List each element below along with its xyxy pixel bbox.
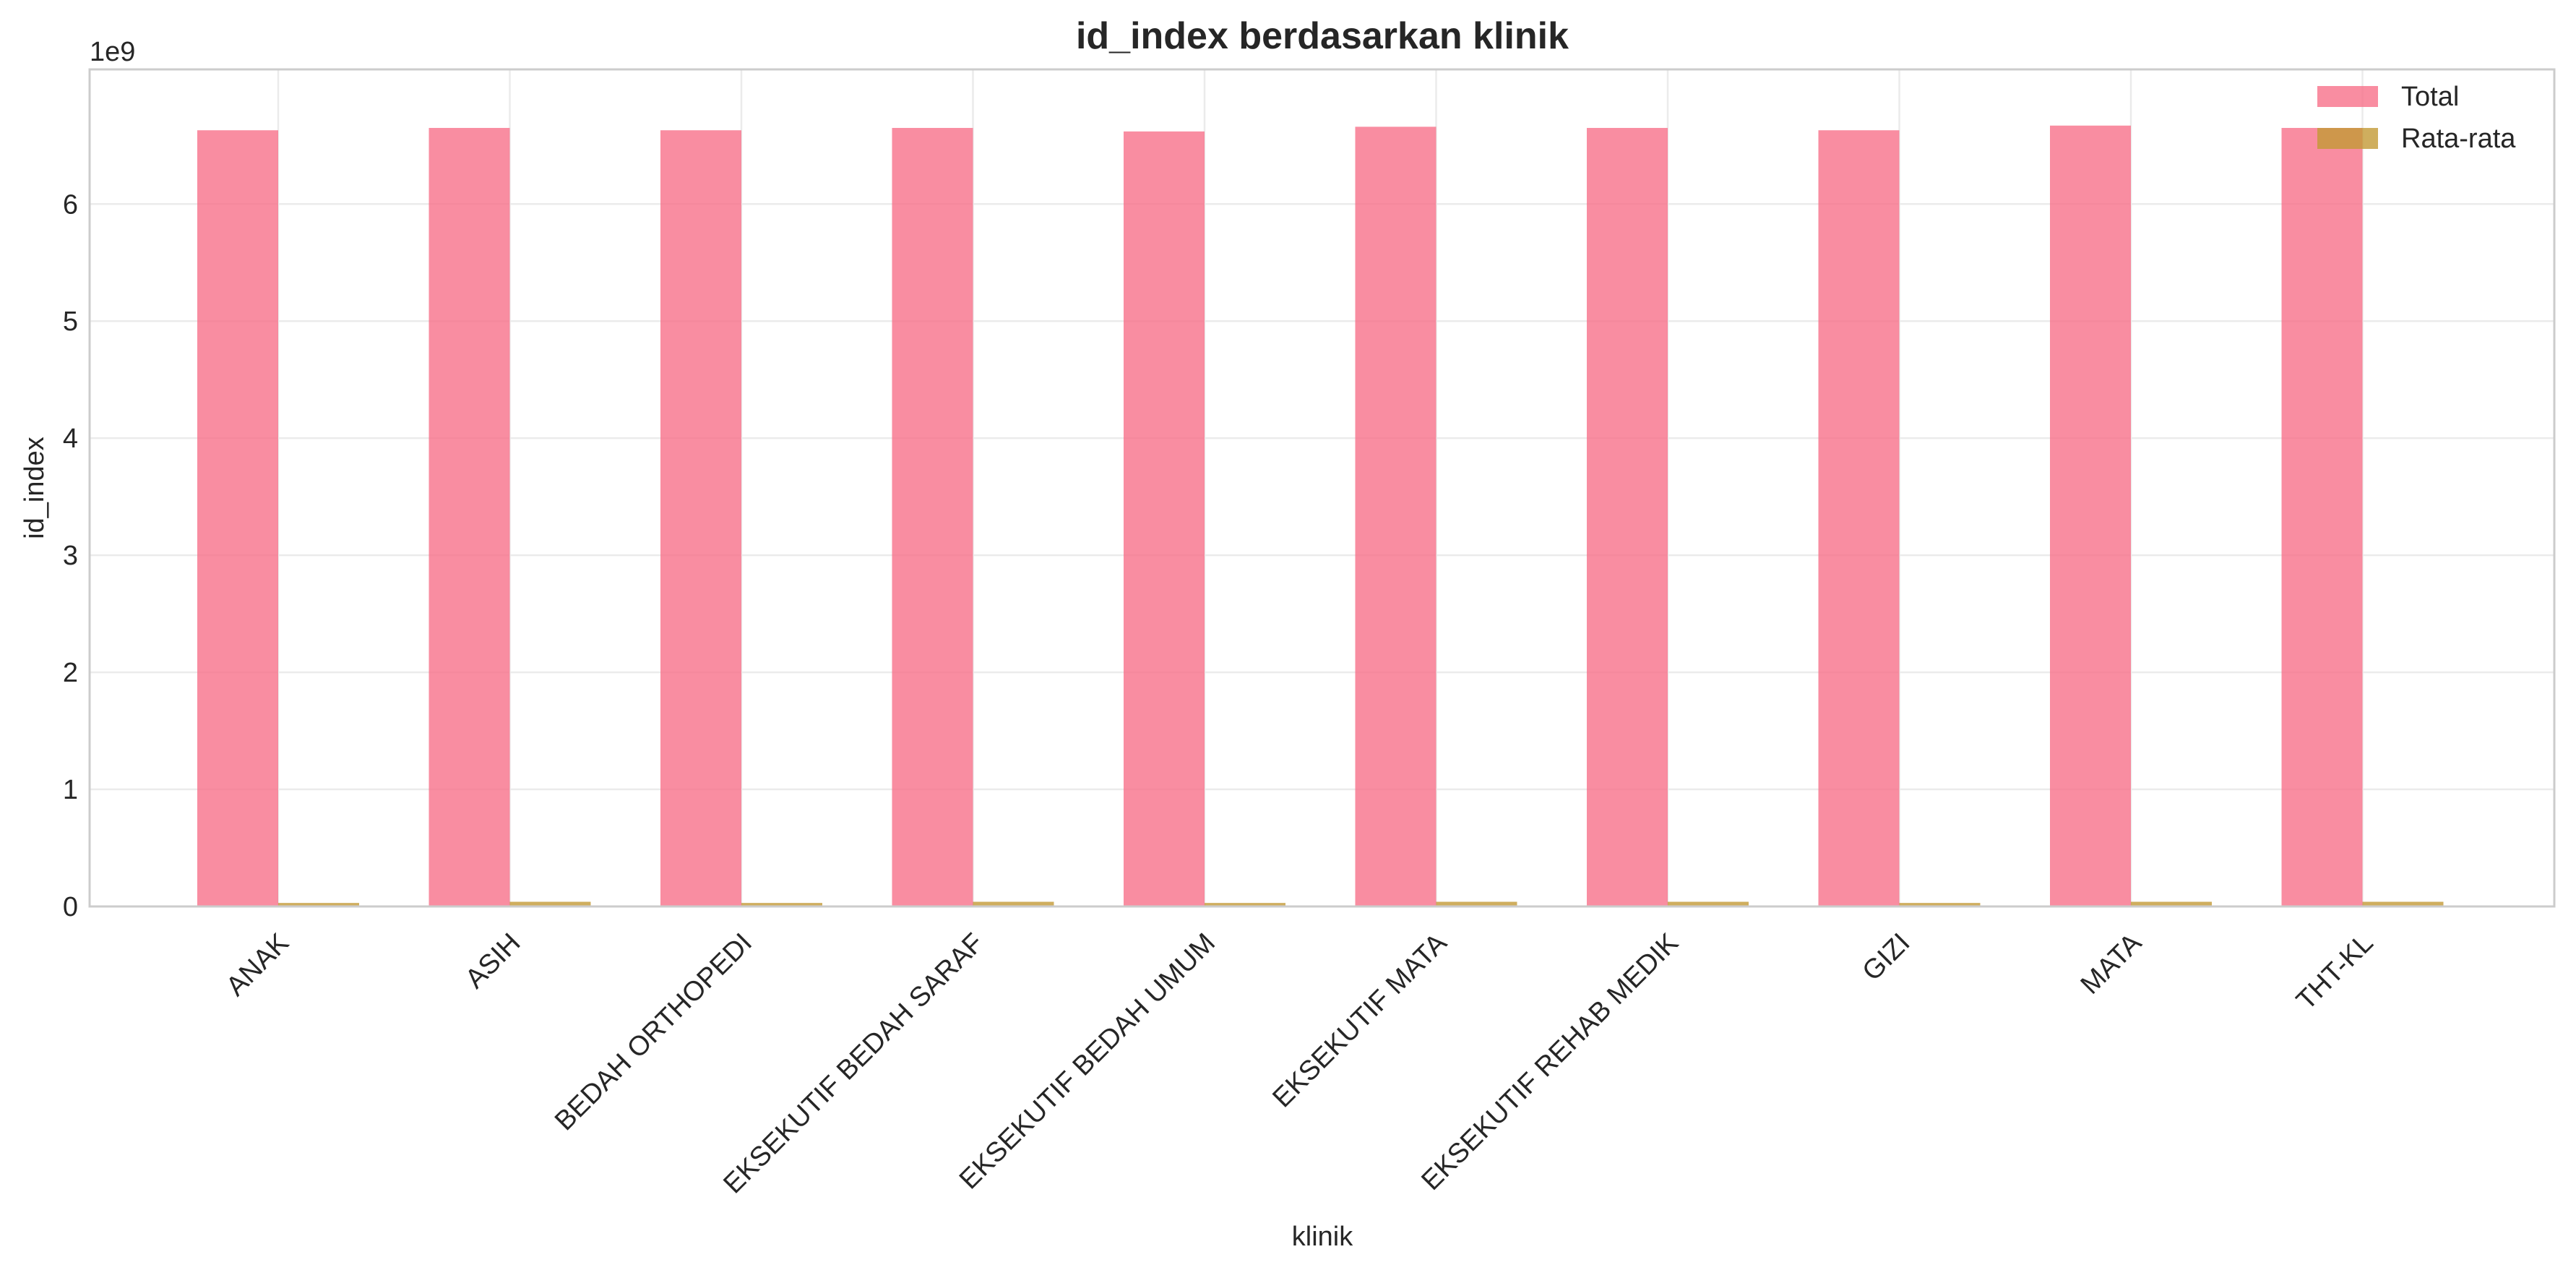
y-tick-label: 5 — [63, 306, 78, 337]
bar-total — [197, 130, 278, 907]
y-axis-label: id_index — [20, 437, 50, 539]
bar-rata-rata — [1899, 903, 1981, 906]
bar-rata-rata — [973, 901, 1054, 906]
bar-rata-rata — [278, 903, 359, 906]
bar-total — [660, 130, 741, 907]
bar-rata-rata — [2131, 901, 2212, 906]
x-tick-label: EKSEKUTIF BEDAH SARAF — [718, 927, 989, 1199]
legend: Total Rata-rata — [2317, 82, 2516, 154]
y-tick-label: 1 — [63, 775, 78, 805]
x-tick-label: GIZI — [1857, 927, 1916, 987]
y-tick-label: 2 — [63, 658, 78, 688]
bar-total — [428, 127, 510, 907]
bar-total — [892, 127, 973, 907]
bar-rata-rata — [1668, 901, 1749, 906]
plot-frame — [88, 68, 2556, 908]
y-axis-exponent: 1e9 — [90, 37, 135, 67]
bar-rata-rata — [1436, 901, 1517, 906]
y-tick-label: 0 — [63, 892, 78, 922]
legend-swatch — [2317, 86, 2378, 107]
bars — [197, 125, 2444, 907]
chart-title: id_index berdasarkan klinik — [1076, 15, 1569, 57]
bar-total — [2281, 127, 2363, 907]
x-tick-label: ASIH — [460, 927, 526, 994]
x-tick-label: EKSEKUTIF BEDAH UMUM — [954, 927, 1221, 1195]
y-tick-label: 3 — [63, 541, 78, 571]
bar-total — [1818, 130, 1900, 907]
x-tick-label: ANAK — [220, 927, 295, 1002]
bar-rata-rata — [1205, 903, 1285, 906]
bar-total — [1587, 127, 1668, 907]
x-tick-label: EKSEKUTIF REHAB MEDIK — [1416, 927, 1684, 1196]
legend-label: Rata-rata — [2401, 124, 2516, 154]
bar-rata-rata — [741, 903, 822, 906]
legend-swatch — [2317, 128, 2378, 149]
y-tick-label: 4 — [63, 424, 78, 454]
bar-rata-rata — [509, 901, 591, 906]
legend-label: Total — [2401, 82, 2459, 112]
x-tick-label: EKSEKUTIF MATA — [1267, 927, 1453, 1114]
y-axis-ticks: 0 1 2 3 4 5 6 — [63, 189, 78, 922]
bar-total — [1355, 126, 1436, 907]
x-tick-label: MATA — [2075, 927, 2148, 1000]
y-tick-label: 6 — [63, 189, 78, 220]
x-tick-label: THT-KL — [2291, 927, 2379, 1016]
bar-total — [2050, 125, 2131, 906]
x-tick-label: BEDAH ORTHOPEDI — [549, 927, 758, 1136]
bar-rata-rata — [2362, 901, 2444, 906]
x-axis-label: klinik — [1292, 1222, 1353, 1252]
bar-total — [1124, 131, 1205, 906]
